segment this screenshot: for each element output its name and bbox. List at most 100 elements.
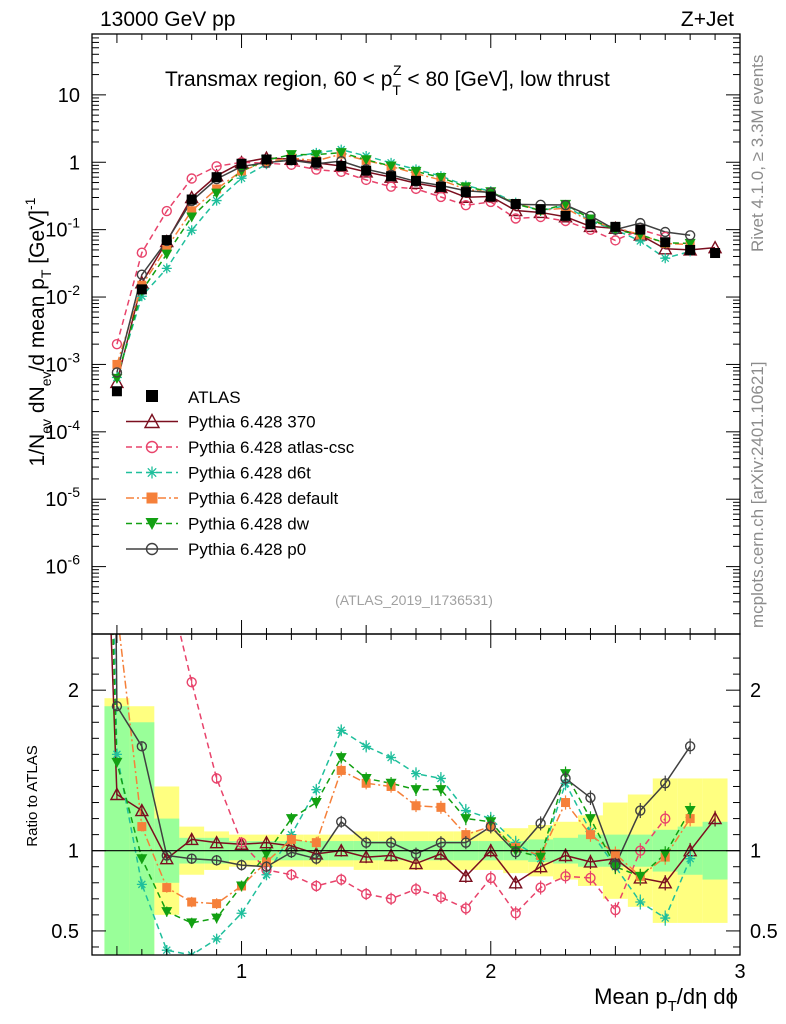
- marker-circle: [186, 676, 197, 688]
- marker-triangle-down: [335, 148, 347, 159]
- legend-label-2: Pythia 6.428 d6t: [188, 464, 311, 483]
- y-tick-label: 10-5: [45, 484, 80, 511]
- marker-square: [212, 899, 222, 909]
- atlas-data-point: [361, 165, 372, 176]
- marker-circle: [560, 773, 571, 784]
- marker-circle: [610, 859, 621, 871]
- atlas-data-point: [136, 284, 147, 295]
- analysis-watermark: (ATLAS_2019_I1736531): [335, 592, 493, 608]
- ratio-band-inner: [104, 706, 130, 955]
- legend-label-4: Pythia 6.428 dw: [188, 515, 310, 534]
- marker-triangle: [533, 859, 548, 873]
- marker-circle: [311, 880, 322, 892]
- marker-triangle: [558, 848, 573, 862]
- marker-circle: [660, 226, 671, 238]
- marker-triangle-down: [260, 849, 272, 860]
- marker-star: [435, 773, 446, 784]
- marker-triangle: [184, 831, 199, 846]
- marker-circle: [635, 805, 646, 816]
- atlas-data-point: [111, 386, 122, 397]
- marker-triangle-down: [211, 913, 223, 924]
- marker-circle: [336, 816, 347, 827]
- marker-triangle-down: [335, 753, 347, 764]
- legend-marker-atlas: [146, 390, 158, 402]
- marker-circle: [211, 855, 222, 866]
- marker-star: [211, 933, 222, 944]
- atlas-data-point: [560, 210, 571, 221]
- marker-circle: [585, 872, 596, 884]
- marker-triangle-down: [460, 814, 472, 825]
- marker-triangle: [433, 846, 449, 860]
- marker-triangle-down: [186, 918, 198, 929]
- marker-triangle-down: [584, 814, 596, 825]
- marker-star: [146, 466, 158, 479]
- y-tick-label: 10-6: [45, 552, 80, 579]
- marker-circle: [460, 903, 472, 914]
- marker-circle: [510, 908, 521, 919]
- marker-circle: [186, 853, 197, 864]
- marker-circle: [460, 837, 472, 848]
- marker-star: [361, 741, 372, 752]
- marker-triangle: [109, 787, 125, 801]
- legend-label-atlas: ATLAS: [188, 388, 241, 407]
- y-tick-label: 10-3: [45, 349, 80, 376]
- marker-star: [635, 897, 646, 908]
- marker-circle: [660, 813, 671, 824]
- marker-triangle-down: [410, 166, 422, 177]
- marker-square: [411, 801, 421, 811]
- marker-circle: [435, 837, 447, 848]
- marker-triangle-down: [285, 814, 297, 825]
- marker-triangle: [707, 811, 723, 825]
- marker-circle: [236, 837, 247, 848]
- marker-square: [112, 359, 122, 369]
- x-tick-label: 3: [734, 961, 745, 983]
- marker-square: [286, 834, 296, 844]
- marker-triangle: [134, 803, 150, 817]
- marker-circle: [660, 778, 671, 789]
- marker-triangle: [508, 875, 523, 889]
- marker-square: [162, 243, 172, 253]
- marker-triangle-down: [360, 773, 372, 784]
- marker-circle: [360, 888, 372, 900]
- marker-star: [211, 195, 222, 206]
- y-tick-label: 1: [69, 152, 80, 174]
- marker-circle: [560, 199, 571, 211]
- marker-star: [236, 173, 247, 184]
- ratio-tick-label-right: 1: [750, 841, 761, 863]
- marker-triangle: [143, 413, 161, 429]
- marker-triangle-down: [136, 854, 148, 865]
- marker-triangle: [408, 856, 424, 870]
- marker-circle: [286, 847, 297, 858]
- atlas-data-point: [685, 244, 696, 255]
- marker-star: [411, 768, 421, 779]
- marker-square: [610, 849, 620, 859]
- marker-square: [146, 492, 158, 504]
- marker-circle: [111, 338, 123, 350]
- atlas-data-point: [311, 157, 322, 168]
- ratio-tick-label-left: 2: [68, 680, 79, 702]
- marker-circle: [485, 821, 496, 832]
- marker-triangle-down: [236, 881, 248, 892]
- marker-triangle: [658, 875, 673, 889]
- ratio-tick-label-left: 0.5: [51, 921, 79, 943]
- marker-circle: [585, 792, 596, 803]
- marker-circle: [111, 701, 123, 712]
- marker-circle: [161, 205, 172, 217]
- marker-star: [111, 749, 122, 760]
- atlas-data-point: [261, 154, 272, 165]
- marker-square: [187, 897, 197, 907]
- marker-star: [386, 752, 397, 763]
- marker-triangle-down: [310, 150, 322, 161]
- legend-label-3: Pythia 6.428 default: [188, 489, 339, 508]
- marker-star: [311, 784, 322, 795]
- marker-circle: [211, 161, 222, 172]
- x-tick-label: 2: [485, 961, 496, 983]
- atlas-data-point: [710, 248, 721, 259]
- marker-circle: [145, 542, 159, 556]
- marker-triangle: [508, 203, 523, 217]
- marker-triangle-down: [186, 212, 198, 223]
- atlas-data-point: [460, 187, 471, 198]
- ratio-axis-label: Ratio to ATLAS: [24, 745, 41, 846]
- marker-star: [685, 853, 696, 864]
